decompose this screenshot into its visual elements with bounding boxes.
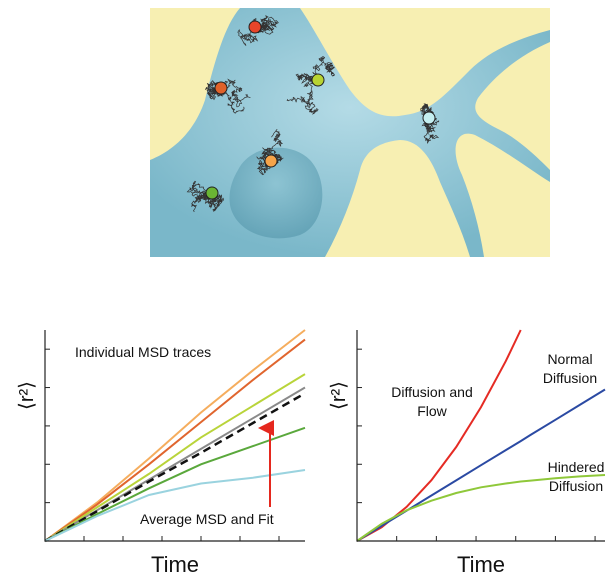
trajectory [312,56,335,81]
y-axis-label: ⟨r²⟩ [328,381,350,410]
trajectory [206,80,245,114]
annotation: Hindered [548,459,605,475]
annotation: Normal [547,351,592,367]
particle [214,81,228,95]
axes [356,330,605,542]
series-line [356,474,606,542]
trajectory [191,188,213,212]
annotation: Individual MSD traces [75,344,211,360]
series-line [44,329,306,542]
series-line [44,469,306,542]
particle [264,154,278,168]
annotation: Diffusion and [391,384,472,400]
x-axis-label: Time [151,552,199,577]
annotation: Diffusion [543,370,597,386]
trajectory [286,77,321,115]
y-axis-label: ⟨r²⟩ [16,381,38,410]
particle [311,73,325,87]
series-line [44,373,306,542]
series-line [44,386,306,542]
trajectory [256,128,283,162]
nucleus [229,147,323,239]
series-line [44,338,306,542]
particle [205,186,219,200]
annotation: Average MSD and Fit [140,511,274,527]
axes [44,330,305,542]
series-line [356,329,522,542]
series-line [44,426,306,542]
cell-illustration [150,8,550,257]
particle [248,20,262,34]
particle [422,111,436,125]
trajectory [261,147,284,167]
annotation: Diffusion [549,478,603,494]
annotation: Flow [417,403,447,419]
x-axis-label: Time [457,552,505,577]
trajectory [186,180,223,209]
series-line [44,392,306,543]
